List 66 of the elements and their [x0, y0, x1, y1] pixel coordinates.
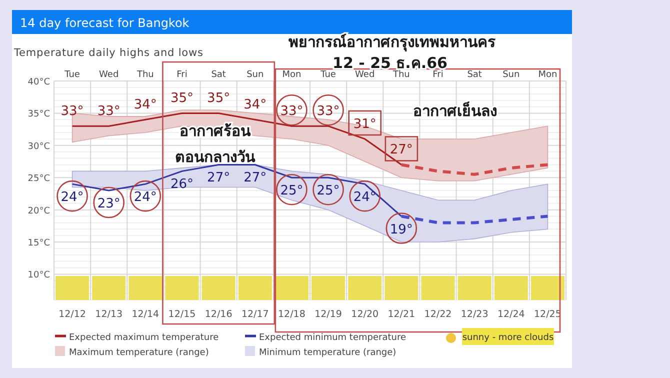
y-tick-label: 20°C	[28, 206, 50, 216]
chart-title: 14 day forecast for Bangkok	[20, 16, 190, 30]
x-tick-label: 12/24	[497, 309, 525, 320]
data-label: 35°	[207, 91, 230, 106]
text: Tue	[320, 70, 336, 80]
data-label: 23°	[97, 196, 120, 212]
x-tick-label: 12/18	[278, 309, 306, 320]
x-tick-label: 12/20	[351, 309, 379, 320]
text: Mon	[538, 70, 558, 80]
data-label: 35°	[170, 91, 194, 106]
data-label: 25°	[316, 184, 340, 199]
x-tick-label: 12/12	[58, 309, 86, 320]
line-series	[400, 163, 550, 176]
text: Fri	[176, 70, 188, 80]
data-label: 27°	[390, 142, 413, 158]
x-tick-label: 12/14	[132, 309, 160, 320]
text: sunny - more clouds	[462, 333, 554, 343]
legend-label: Expected maximum temperature	[69, 333, 220, 343]
data-label: 34°	[244, 98, 267, 113]
chart-subtitle: Temperature daily highs and lows	[13, 47, 204, 59]
x-tick-label: 12/17	[241, 309, 269, 320]
y-tick-label: 30°C	[28, 142, 50, 152]
y-tick-label: 40°C	[28, 78, 50, 88]
text: พยากรณ์อากาศกรุงเทพมหานคร	[288, 33, 496, 52]
text: Sat	[467, 70, 482, 80]
legend-label: Expected minimum temperature	[259, 333, 406, 343]
data-label: 19°	[390, 222, 413, 238]
data-label: 34°	[134, 98, 157, 113]
data-label: 33°	[316, 104, 340, 120]
data-label: 33°	[60, 104, 84, 120]
data-label: 24°	[60, 190, 84, 206]
y-tick-label: 25°C	[28, 174, 50, 184]
y-tick-label: 35°C	[28, 110, 50, 120]
text: Tue	[64, 70, 80, 80]
text: Sun	[246, 70, 264, 80]
data-label: 26°	[170, 177, 194, 192]
annotation: ตอนกลางวัน	[175, 148, 256, 166]
text: Thu	[136, 70, 154, 80]
data-label: 27°	[244, 170, 267, 186]
y-tick-label: 15°C	[28, 238, 50, 249]
x-tick-label: 12/13	[95, 309, 123, 320]
text: Fri	[432, 70, 444, 80]
data-label: 25°	[280, 184, 304, 199]
text: Maximum temperature (range)	[69, 348, 209, 358]
x-tick-label: 12/19	[314, 309, 342, 320]
text: Wed	[355, 70, 375, 80]
x-tick-label: 12/16	[204, 309, 232, 320]
text: Sun	[502, 70, 520, 80]
x-tick-label: 12/22	[424, 309, 452, 320]
data-label: 27°	[207, 170, 230, 186]
x-tick-label: 12/23	[460, 309, 488, 320]
text: Mon	[282, 70, 302, 80]
x-tick-label: 12/15	[168, 309, 196, 320]
data-label: 24°	[353, 190, 376, 206]
data-label: 24°	[134, 190, 157, 206]
y-tick-label: 10°C	[28, 270, 50, 281]
text: Thu	[392, 70, 410, 80]
x-tick-label: 12/21	[388, 309, 416, 320]
data-label: 33°	[280, 104, 304, 120]
annotation: อากาศเย็นลง	[413, 101, 497, 120]
data-label: 31°	[353, 116, 376, 132]
text: Minimum temperature (range)	[259, 348, 396, 358]
text: Wed	[99, 70, 119, 80]
text: Sat	[211, 70, 226, 80]
data-label: 33°	[97, 104, 120, 120]
annotation: อากาศร้อน	[180, 122, 252, 140]
